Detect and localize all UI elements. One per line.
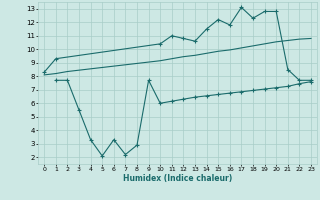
X-axis label: Humidex (Indice chaleur): Humidex (Indice chaleur) <box>123 174 232 183</box>
